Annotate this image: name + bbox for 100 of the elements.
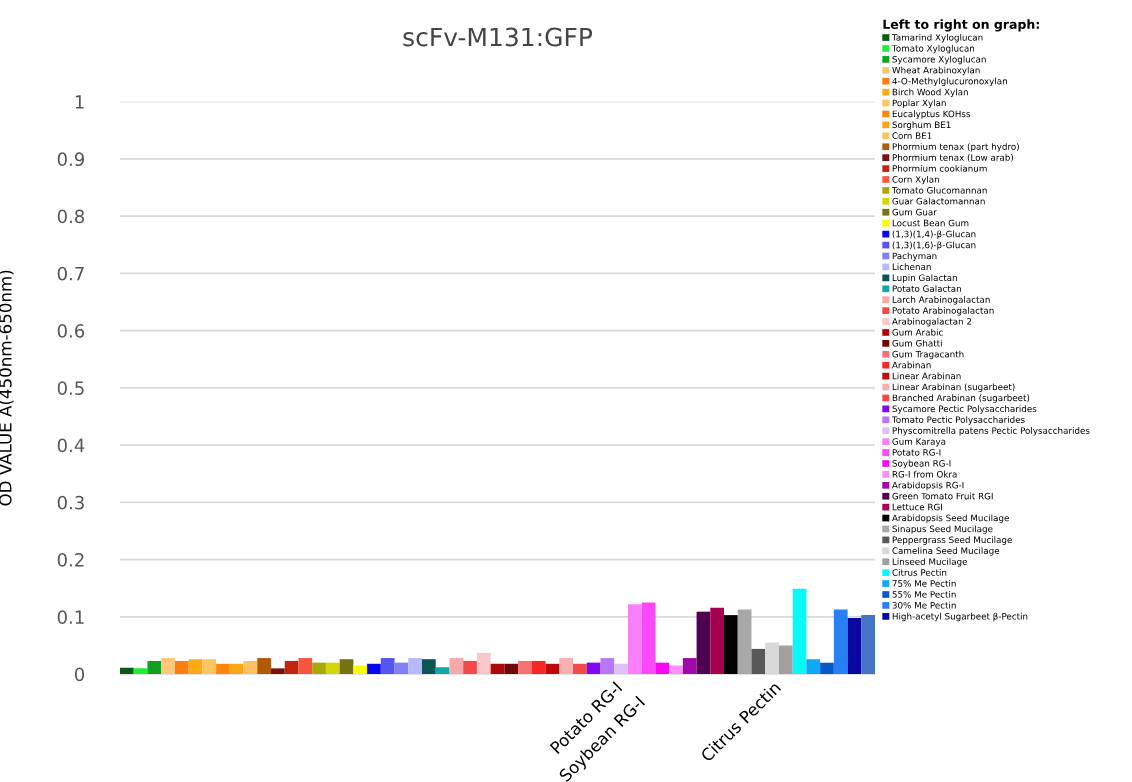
bar	[751, 648, 766, 675]
legend-label: Sycamore Pectic Polysaccharides	[892, 405, 1037, 414]
legend-label: 55% Me Pectin	[892, 590, 956, 598]
legend-label: Linear Arabinan	[892, 372, 961, 380]
legend-label: Branched Arabinan (sugarbeet)	[892, 394, 1030, 403]
legend-label: Tomato Xyloglucan	[891, 44, 975, 54]
legend-label: Physcomitrella patens Pectic Polysaccharides	[892, 427, 1090, 436]
bar	[614, 663, 628, 675]
y-tick-label: 1	[75, 95, 84, 109]
bar	[600, 658, 615, 675]
bar	[119, 667, 134, 675]
legend-label: Phormium tenax (part hydro)	[892, 143, 1019, 152]
bar	[394, 662, 409, 675]
legend-label: (1,3)(1,4)-β-Glucan	[892, 230, 976, 239]
legend-label: (1,3)(1,6)-β-Glucan	[892, 241, 976, 250]
bar	[243, 660, 258, 675]
legend-label: Corn Xylan	[892, 175, 939, 185]
legend-label: High-acetyl Sugarbeet β-Pectin	[892, 612, 1028, 622]
legend-label: Corn BE1	[892, 132, 932, 139]
legend-label: Birch Wood Xylan	[892, 88, 968, 97]
legend-label: Potato Galactan	[892, 285, 961, 292]
bar	[408, 658, 423, 675]
legend-label: Phormium tenax (Low arab)	[892, 154, 1014, 162]
bar	[476, 652, 491, 675]
legend-label: Wheat Arabinoxylan	[892, 66, 980, 76]
legend-label: Sinapus Seed Mucilage	[892, 525, 993, 534]
bar	[325, 662, 340, 675]
legend-label: Lupin Galactan	[892, 274, 957, 283]
chart-title: scFv-M131:GFP	[403, 27, 593, 47]
bar	[339, 659, 354, 675]
legend-label: Green Tomato Fruit RGI	[892, 492, 993, 500]
legend-label: Arabidopsis Seed Mucilage	[892, 514, 1009, 523]
legend-label: Gum Karaya	[892, 438, 946, 447]
legend-label: Locust Bean Gum	[892, 219, 969, 227]
legend-label: 30% Me Pectin	[892, 601, 956, 609]
legend-label: Gum Arabic	[892, 328, 943, 336]
bar	[257, 658, 271, 675]
bar	[202, 659, 217, 675]
bar	[833, 609, 848, 675]
legend-label: Tomato Glucomannan	[891, 186, 987, 194]
bar	[573, 663, 587, 675]
legend-label: 75% Me Pectin	[892, 579, 956, 587]
bar	[161, 658, 175, 675]
y-tick-label: 0.2	[57, 553, 84, 567]
bar	[147, 660, 162, 675]
bar	[490, 663, 505, 675]
legend-label: Sorghum BE1	[892, 121, 951, 130]
bar	[847, 617, 862, 675]
y-tick-label: 0	[74, 667, 85, 682]
legend-label: Lichenan	[892, 263, 931, 271]
legend-label: Gum Guar	[892, 208, 937, 216]
y-tick-label: 0.5	[57, 381, 84, 395]
legend-label: Gum Tragacanth	[892, 350, 964, 360]
bar	[710, 607, 725, 675]
legend-label: Tamarind Xyloglucan	[891, 33, 983, 43]
legend-label: Linear Arabinan (sugarbeet)	[892, 383, 1015, 392]
y-tick-label: 0.3	[57, 495, 84, 510]
bar	[682, 658, 697, 675]
y-tick-label: 0.1	[57, 610, 84, 624]
bar	[298, 658, 313, 675]
legend-label: Citrus Pectin	[892, 569, 947, 576]
bar	[545, 663, 560, 675]
bar	[531, 660, 546, 675]
legend-label: Gum Ghatti	[892, 339, 942, 347]
y-tick-label: 0.4	[57, 438, 85, 453]
legend-label: Tomato Pectic Polysaccharides	[891, 416, 1025, 425]
legend-label: Poplar Xylan	[892, 99, 946, 108]
bar	[216, 663, 230, 675]
legend-label: Soybean RG-I	[892, 459, 951, 469]
bar	[271, 668, 285, 675]
legend-label: Linseed Mucilage	[892, 558, 968, 567]
bar	[133, 668, 148, 675]
bar	[724, 615, 738, 675]
bar	[435, 667, 450, 675]
bar	[188, 659, 203, 675]
bar	[449, 658, 464, 675]
legend-label: Arabinan	[892, 361, 931, 369]
bar	[422, 659, 436, 675]
bar	[559, 658, 574, 675]
legend-label: Eucalyptus KOHss	[892, 110, 971, 119]
bar	[737, 609, 752, 675]
bar	[174, 660, 189, 675]
legend-label: 4-O-Methylglucuronoxylan	[892, 77, 1007, 87]
bar	[696, 611, 711, 675]
legend-label: RG-I from Okra	[892, 470, 957, 478]
y-tick-label: 0.8	[57, 209, 85, 224]
bar	[518, 660, 532, 675]
legend-label: Lettuce RGI	[892, 503, 943, 511]
bar	[820, 662, 834, 675]
bar	[353, 665, 368, 675]
bar	[778, 645, 793, 675]
bar	[792, 588, 807, 675]
bar	[627, 604, 642, 675]
legend-label: Arabinogalactan 2	[892, 317, 972, 327]
bar	[229, 663, 244, 675]
bar	[380, 658, 395, 675]
bar	[669, 665, 683, 675]
legend-label: Larch Arabinogalactan	[892, 296, 990, 305]
bar	[586, 662, 601, 675]
y-tick-label: 0.6	[57, 324, 85, 338]
